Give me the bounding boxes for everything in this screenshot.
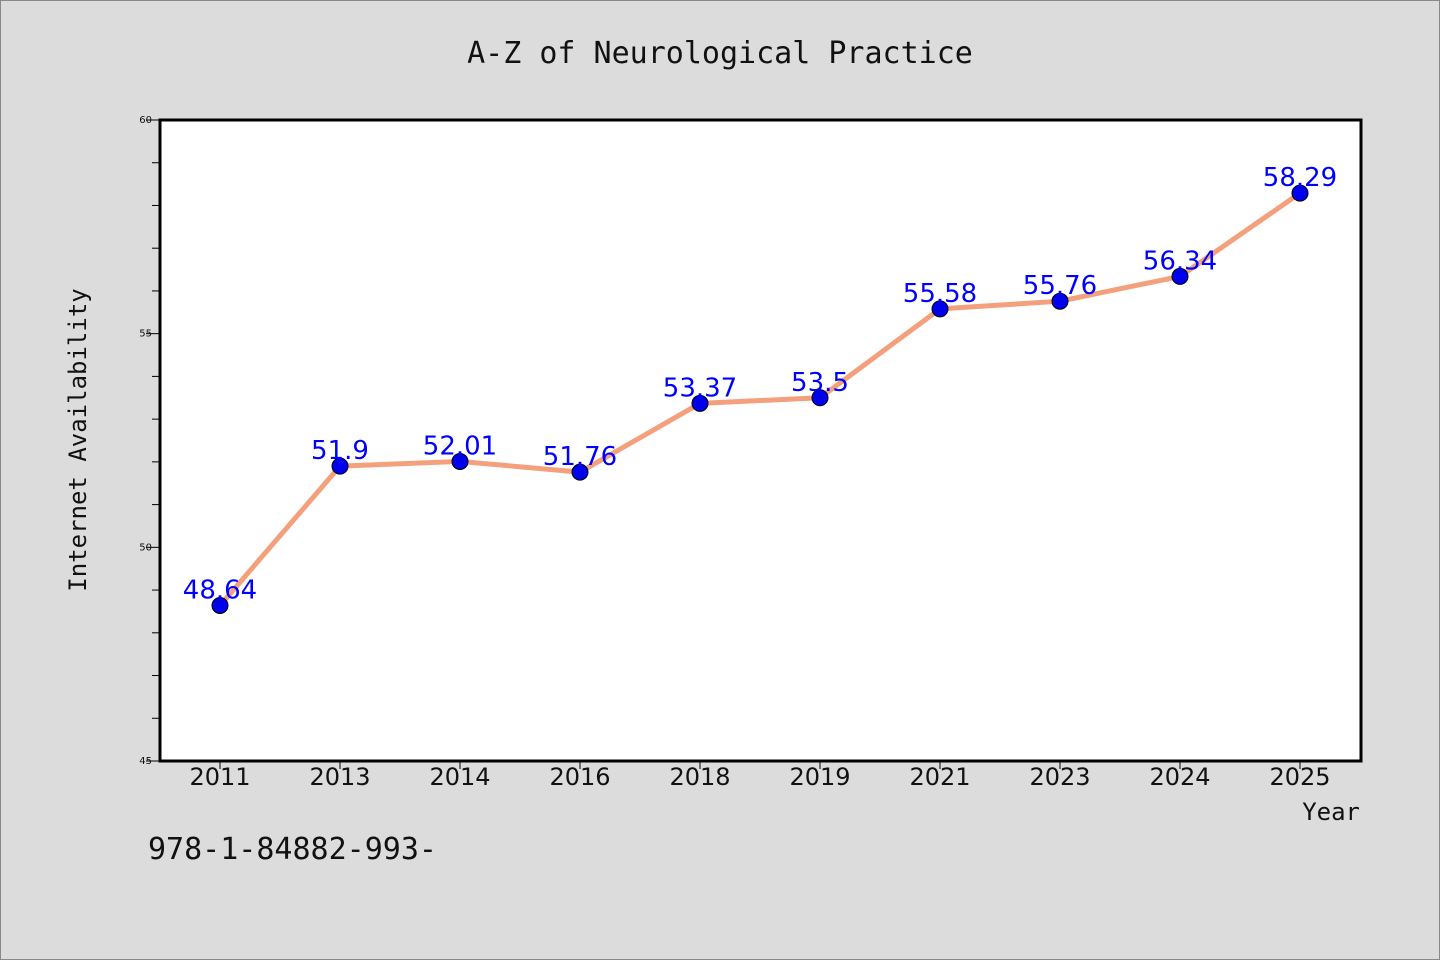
data-label: 51.76 bbox=[543, 442, 617, 472]
x-axis-label: Year bbox=[1302, 798, 1360, 826]
x-tick-label: 2016 bbox=[549, 763, 610, 791]
data-label: 53.5 bbox=[791, 368, 849, 398]
x-tick-label: 2021 bbox=[909, 763, 970, 791]
x-axis-ticks: 2011 2013 2014 2016 2018 2019 2021 2023 2024 2025 bbox=[189, 761, 1331, 791]
data-label: 52.01 bbox=[423, 431, 497, 461]
data-point bbox=[1051, 292, 1069, 310]
chart-title: A-Z of Neurological Practice bbox=[467, 36, 973, 71]
data-label: 58.29 bbox=[1263, 163, 1337, 193]
data-label: 55.58 bbox=[903, 279, 977, 309]
y-axis-label: Internet Availability bbox=[64, 288, 92, 591]
y-tick-label: 45 bbox=[139, 756, 152, 767]
x-tick-label: 2014 bbox=[429, 763, 490, 791]
plot-area bbox=[158, 118, 1363, 763]
data-label: 48.64 bbox=[183, 575, 257, 605]
data-point bbox=[931, 300, 949, 318]
data-label: 53.37 bbox=[663, 373, 737, 403]
series-line bbox=[218, 191, 1302, 608]
x-tick-label: 2023 bbox=[1029, 763, 1090, 791]
series-layer: 48.64 51.9 52.01 51.76 53.37 53.5 55.58 55.76 56… bbox=[183, 163, 1337, 614]
x-tick-label: 2019 bbox=[789, 763, 850, 791]
data-label: 55.76 bbox=[1023, 271, 1097, 301]
x-tick-label: 2018 bbox=[669, 763, 730, 791]
y-tick-label: 50 bbox=[139, 542, 152, 553]
data-point bbox=[451, 452, 469, 470]
y-axis-ticks: 45 50 55 60 bbox=[139, 115, 160, 767]
data-point bbox=[1291, 184, 1309, 202]
y-tick-label: 55 bbox=[139, 329, 152, 340]
y-tick-label: 60 bbox=[139, 115, 152, 126]
footer-note: 978-1-84882-993- bbox=[148, 832, 437, 867]
x-tick-label: 2011 bbox=[189, 763, 250, 791]
data-point bbox=[691, 394, 709, 412]
data-point bbox=[811, 389, 829, 407]
data-point bbox=[1171, 267, 1189, 285]
x-tick-label: 2025 bbox=[1269, 763, 1330, 791]
x-tick-label: 2013 bbox=[309, 763, 370, 791]
x-tick-label: 2024 bbox=[1149, 763, 1210, 791]
data-point bbox=[331, 457, 349, 475]
data-label: 51.9 bbox=[311, 436, 369, 466]
data-label: 56.34 bbox=[1143, 246, 1217, 276]
data-point bbox=[571, 463, 589, 481]
data-point bbox=[211, 596, 229, 614]
